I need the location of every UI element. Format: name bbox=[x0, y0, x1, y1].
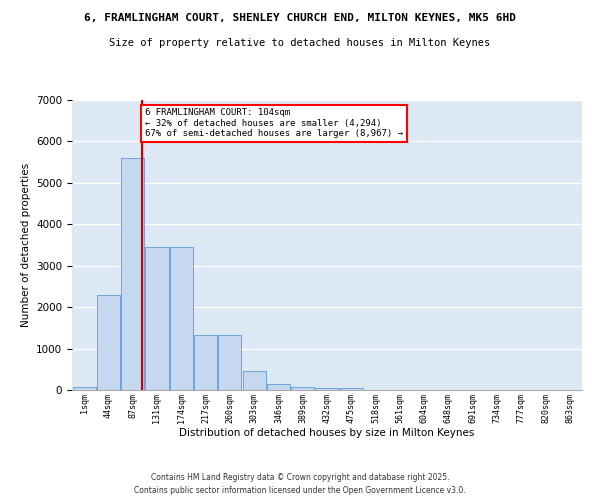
Y-axis label: Number of detached properties: Number of detached properties bbox=[20, 163, 31, 327]
Bar bbox=[170, 247, 193, 390]
Bar bbox=[316, 388, 338, 390]
X-axis label: Distribution of detached houses by size in Milton Keynes: Distribution of detached houses by size … bbox=[179, 428, 475, 438]
Bar bbox=[218, 336, 241, 390]
Bar bbox=[73, 387, 95, 390]
Bar bbox=[267, 384, 290, 390]
Bar bbox=[194, 336, 217, 390]
Bar bbox=[97, 294, 120, 390]
Text: Contains HM Land Registry data © Crown copyright and database right 2025.: Contains HM Land Registry data © Crown c… bbox=[151, 472, 449, 482]
Bar bbox=[145, 247, 169, 390]
Bar bbox=[340, 388, 363, 390]
Text: 6, FRAMLINGHAM COURT, SHENLEY CHURCH END, MILTON KEYNES, MK5 6HD: 6, FRAMLINGHAM COURT, SHENLEY CHURCH END… bbox=[84, 12, 516, 22]
Bar bbox=[242, 371, 266, 390]
Bar bbox=[121, 158, 144, 390]
Bar bbox=[291, 387, 314, 390]
Text: Size of property relative to detached houses in Milton Keynes: Size of property relative to detached ho… bbox=[109, 38, 491, 48]
Text: Contains public sector information licensed under the Open Government Licence v3: Contains public sector information licen… bbox=[134, 486, 466, 495]
Text: 6 FRAMLINGHAM COURT: 104sqm
← 32% of detached houses are smaller (4,294)
67% of : 6 FRAMLINGHAM COURT: 104sqm ← 32% of det… bbox=[145, 108, 403, 138]
